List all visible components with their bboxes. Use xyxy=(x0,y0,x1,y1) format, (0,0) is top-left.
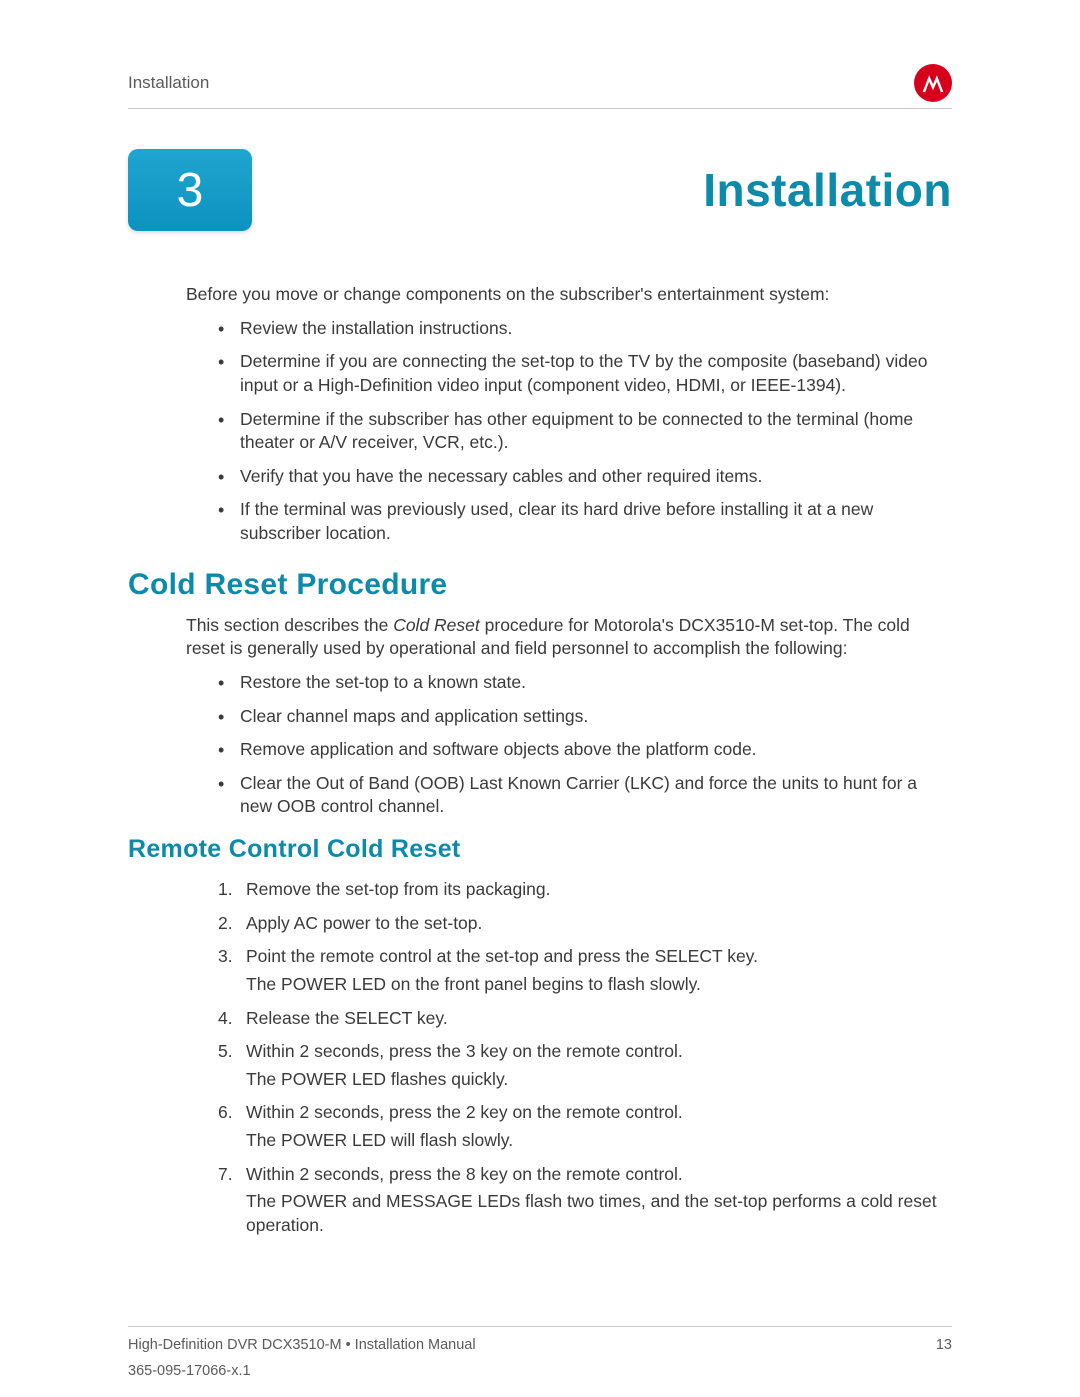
step-sub: The POWER LED on the front panel begins … xyxy=(246,973,952,997)
remote-steps-list: Remove the set-top from its packaging. A… xyxy=(218,878,952,1238)
step-main: Within 2 seconds, press the 8 key on the… xyxy=(246,1164,683,1184)
step-sub: The POWER and MESSAGE LEDs flash two tim… xyxy=(246,1190,952,1237)
intro-block: Before you move or change components on … xyxy=(128,283,952,546)
step-item: Within 2 seconds, press the 3 key on the… xyxy=(218,1040,952,1091)
list-item: Remove application and software objects … xyxy=(218,738,952,762)
list-item: If the terminal was previously used, cle… xyxy=(218,498,952,545)
h2-cold-reset: Cold Reset Procedure xyxy=(128,568,952,602)
cold-reset-bullet-list: Restore the set-top to a known state. Cl… xyxy=(218,671,952,819)
step-main: Remove the set-top from its packaging. xyxy=(246,879,550,899)
footer-doc-number: 365-095-17066-x.1 xyxy=(128,1363,251,1379)
step-item: Point the remote control at the set-top … xyxy=(218,945,952,996)
list-item: Restore the set-top to a known state. xyxy=(218,671,952,695)
step-item: Apply AC power to the set-top. xyxy=(218,912,952,936)
list-item: Determine if the subscriber has other eq… xyxy=(218,408,952,455)
motorola-logo-icon xyxy=(914,64,952,102)
step-sub: The POWER LED flashes quickly. xyxy=(246,1068,952,1092)
page-header: Installation xyxy=(128,64,952,109)
step-item: Release the SELECT key. xyxy=(218,1007,952,1031)
step-item: Within 2 seconds, press the 2 key on the… xyxy=(218,1101,952,1152)
list-item: Clear the Out of Band (OOB) Last Known C… xyxy=(218,772,952,819)
step-main: Release the SELECT key. xyxy=(246,1008,448,1028)
step-main: Point the remote control at the set-top … xyxy=(246,946,758,966)
step-main: Apply AC power to the set-top. xyxy=(246,913,482,933)
footer-doc-title: High-Definition DVR DCX3510-M • Installa… xyxy=(128,1337,476,1353)
list-item: Clear channel maps and application setti… xyxy=(218,705,952,729)
intro-lead: Before you move or change components on … xyxy=(186,283,952,307)
step-item: Within 2 seconds, press the 8 key on the… xyxy=(218,1163,952,1238)
header-section-label: Installation xyxy=(128,73,209,93)
page-footer: High-Definition DVR DCX3510-M • Installa… xyxy=(128,1326,952,1353)
chapter-number-badge: 3 xyxy=(128,149,252,231)
footer-page-number: 13 xyxy=(936,1337,952,1353)
cold-reset-para: This section describes the Cold Reset pr… xyxy=(186,614,952,661)
step-main: Within 2 seconds, press the 2 key on the… xyxy=(246,1102,683,1122)
step-item: Remove the set-top from its packaging. xyxy=(218,878,952,902)
h3-remote-cold-reset: Remote Control Cold Reset xyxy=(128,835,952,864)
chapter-title: Installation xyxy=(703,163,952,217)
list-item: Determine if you are connecting the set-… xyxy=(218,350,952,397)
chapter-heading: 3 Installation xyxy=(128,149,952,231)
step-sub: The POWER LED will flash slowly. xyxy=(246,1129,952,1153)
para-emphasis: Cold Reset xyxy=(393,615,480,635)
list-item: Verify that you have the necessary cable… xyxy=(218,465,952,489)
intro-bullet-list: Review the installation instructions. De… xyxy=(218,317,952,546)
para-text: This section describes the xyxy=(186,615,393,635)
step-main: Within 2 seconds, press the 3 key on the… xyxy=(246,1041,683,1061)
list-item: Review the installation instructions. xyxy=(218,317,952,341)
